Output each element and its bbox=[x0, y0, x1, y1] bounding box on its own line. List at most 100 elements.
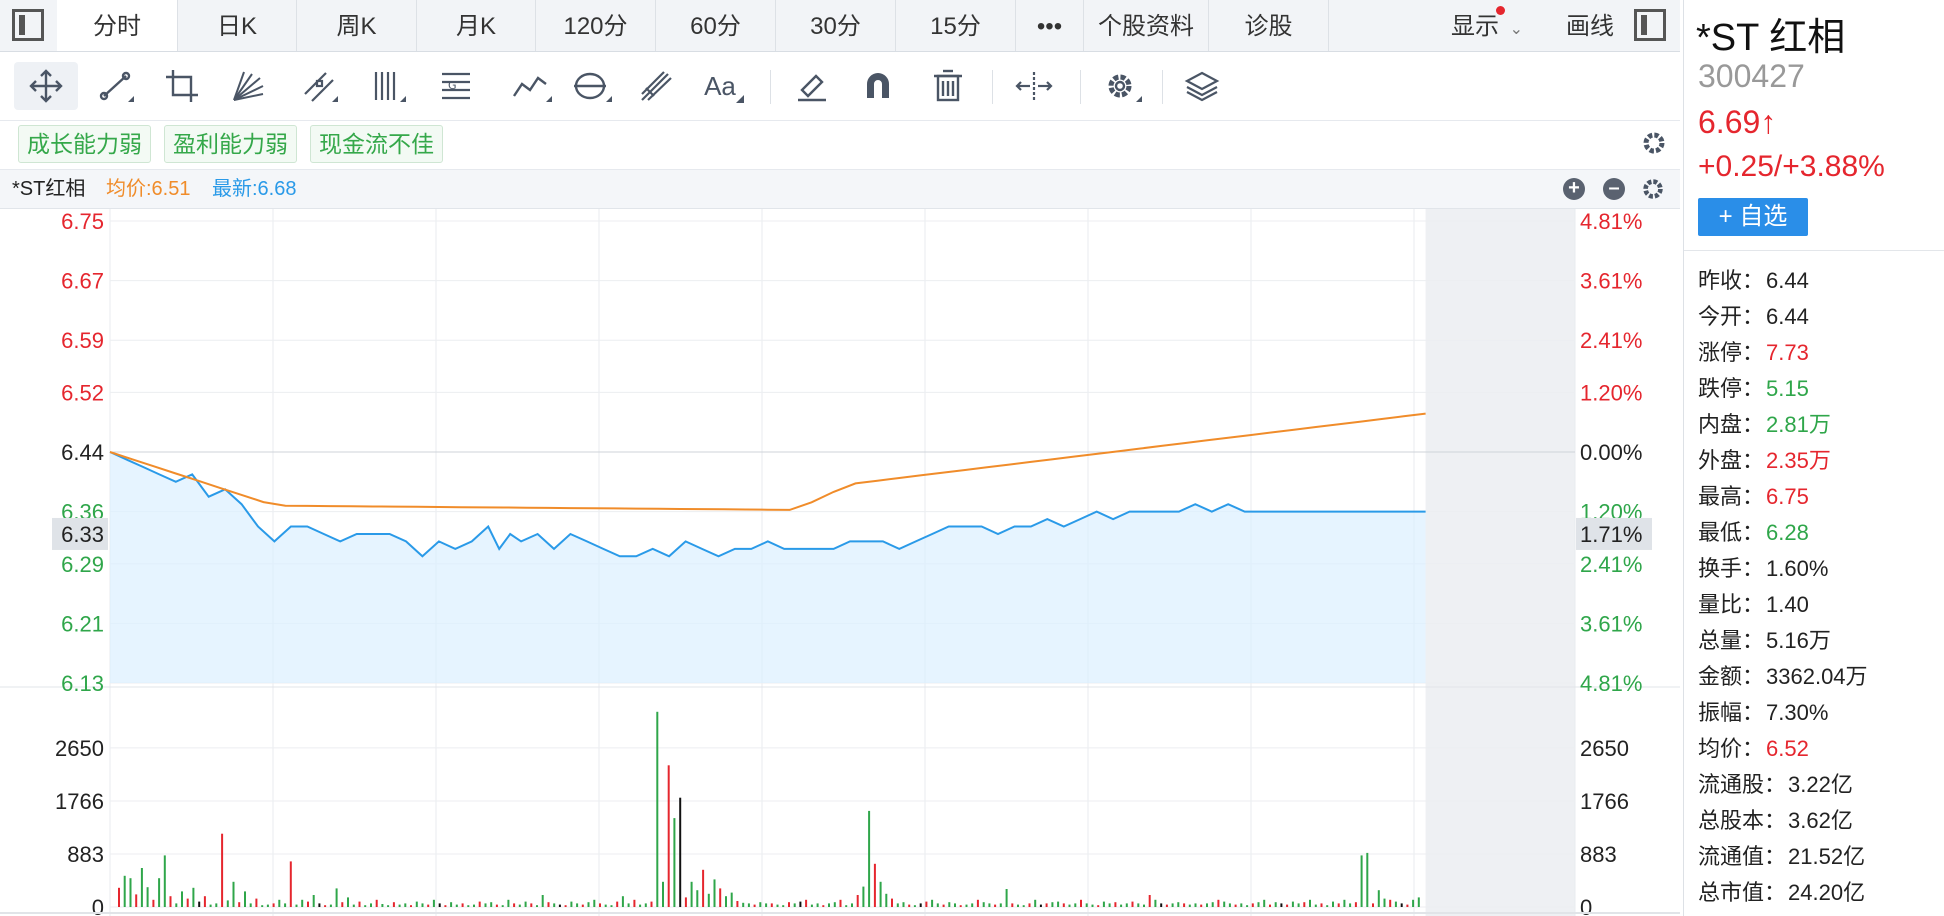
volume-bar bbox=[891, 898, 893, 907]
tab-9[interactable]: 个股资料 bbox=[1084, 0, 1209, 51]
draw-line-button[interactable]: 画线 bbox=[1550, 0, 1630, 51]
tab-7[interactable]: 15分 bbox=[896, 0, 1016, 51]
volume-bar bbox=[1417, 897, 1420, 907]
price-tick-label: 6.75 bbox=[61, 209, 104, 234]
display-menu-button[interactable]: 显示 ⌄ bbox=[1432, 0, 1542, 51]
pct-tick-label: 3.61% bbox=[1580, 611, 1642, 636]
volume-bar bbox=[1280, 903, 1283, 907]
polyline-tool-icon[interactable] bbox=[500, 62, 564, 110]
left-panel-toggle-icon[interactable] bbox=[12, 9, 44, 41]
segment-tool-icon[interactable] bbox=[84, 62, 148, 110]
volume-bar bbox=[261, 905, 264, 907]
vertical-lines-tool-icon[interactable] bbox=[356, 62, 420, 110]
stat-label: 今开： bbox=[1698, 304, 1765, 329]
intraday-chart[interactable]: 6.75 4.81% 6.67 3.61% 6.59 2.41% 6.52 1.20% 6.44… bbox=[0, 209, 1680, 916]
move-tool-icon[interactable] bbox=[14, 62, 78, 110]
volume-bar bbox=[432, 899, 435, 907]
stat-value: 7.30% bbox=[1766, 700, 1829, 725]
crop-tool-icon[interactable] bbox=[150, 62, 214, 110]
tab-2[interactable]: 周K bbox=[297, 0, 417, 51]
layers-tool-icon[interactable] bbox=[1170, 62, 1234, 110]
volume-bar bbox=[690, 881, 693, 907]
volume-bar bbox=[1246, 905, 1249, 907]
volume-bar bbox=[123, 875, 126, 907]
cycle-tool-icon[interactable] bbox=[560, 62, 624, 110]
volume-bar bbox=[604, 904, 607, 907]
right-panel-toggle-icon[interactable] bbox=[1634, 9, 1666, 41]
tab-8[interactable]: ••• bbox=[1016, 0, 1084, 51]
trash-tool-icon[interactable] bbox=[916, 62, 980, 110]
latest-price-label: 最新:6.68 bbox=[212, 178, 297, 200]
volume-bar bbox=[352, 904, 355, 907]
tab-10[interactable]: 诊股 bbox=[1209, 0, 1329, 51]
tab-3[interactable]: 月K bbox=[417, 0, 536, 51]
gear-icon[interactable] bbox=[1640, 129, 1668, 162]
pct-tick-label: 2.41% bbox=[1580, 328, 1642, 353]
stat-label: 昨收： bbox=[1698, 268, 1765, 293]
volume-bar bbox=[410, 905, 412, 907]
tag-profit[interactable]: 盈利能力弱 bbox=[164, 125, 297, 163]
volume-bar bbox=[289, 861, 292, 907]
volume-bar bbox=[129, 878, 132, 907]
volume-bar bbox=[461, 903, 464, 907]
stat-row: 流通值：21.52亿 bbox=[1698, 839, 1865, 871]
current-price: 6.69↑ bbox=[1698, 104, 1777, 140]
crosshair-pct-bg bbox=[1576, 517, 1652, 550]
volume-bar bbox=[650, 901, 653, 907]
volume-bar bbox=[879, 881, 882, 907]
volume-bar bbox=[249, 903, 252, 907]
volume-bar bbox=[1039, 904, 1042, 907]
volume-bar bbox=[501, 905, 504, 907]
tab-1[interactable]: 日K bbox=[178, 0, 297, 51]
chart-gear-icon[interactable] bbox=[1640, 176, 1666, 215]
volume-bar bbox=[513, 903, 516, 907]
volume-bar bbox=[1160, 903, 1163, 907]
tag-growth[interactable]: 成长能力弱 bbox=[18, 125, 151, 163]
stat-label: 振幅： bbox=[1698, 700, 1765, 725]
stat-value: 1.60% bbox=[1766, 556, 1829, 581]
volume-bar bbox=[994, 904, 997, 907]
stat-row: 内盘：2.81万 bbox=[1698, 407, 1831, 439]
volume-bar bbox=[1269, 904, 1271, 907]
zoom-out-icon[interactable]: – bbox=[1603, 178, 1625, 200]
crosshair-price-label: 6.33 bbox=[61, 522, 104, 547]
volume-bar bbox=[244, 891, 246, 907]
volume-bar bbox=[1320, 903, 1323, 907]
stat-row: 最高：6.75 bbox=[1698, 479, 1809, 511]
volume-bar bbox=[226, 900, 229, 907]
magnet-tool-icon[interactable] bbox=[846, 62, 910, 110]
volume-bar bbox=[1251, 903, 1254, 907]
channel-tool-icon[interactable] bbox=[288, 62, 352, 110]
volume-bar bbox=[1337, 903, 1340, 907]
volume-bar bbox=[438, 903, 441, 907]
stat-label: 均价： bbox=[1698, 736, 1765, 761]
volume-bar bbox=[833, 902, 836, 907]
stat-label: 最高： bbox=[1698, 484, 1765, 509]
tab-0[interactable]: 分时 bbox=[57, 0, 178, 51]
settings-tool-icon[interactable] bbox=[1090, 62, 1154, 110]
tab-5[interactable]: 60分 bbox=[656, 0, 776, 51]
text-tool-icon[interactable]: Aa bbox=[692, 62, 756, 110]
volume-bar bbox=[925, 901, 928, 907]
volume-bar bbox=[810, 904, 813, 907]
range-tool-icon[interactable] bbox=[1002, 62, 1066, 110]
price-line bbox=[109, 451, 1426, 558]
pitchfork-tool-icon[interactable] bbox=[624, 62, 688, 110]
tag-cashflow[interactable]: 现金流不佳 bbox=[310, 125, 443, 163]
vol-tick-label: 1766 bbox=[55, 789, 104, 814]
volume-bar bbox=[599, 903, 601, 907]
volume-bar bbox=[913, 905, 916, 907]
stat-value: 24.20亿 bbox=[1788, 880, 1866, 905]
add-watchlist-button[interactable]: + 自选 bbox=[1698, 198, 1808, 236]
tab-4[interactable]: 120分 bbox=[536, 0, 656, 51]
text-line-tool-icon[interactable]: G bbox=[424, 62, 488, 110]
volume-bar bbox=[1200, 904, 1203, 907]
price-tick-label: 6.67 bbox=[61, 269, 104, 294]
fan-tool-icon[interactable] bbox=[216, 62, 280, 110]
eraser-tool-icon[interactable] bbox=[780, 62, 844, 110]
stat-row: 涨停：7.73 bbox=[1698, 335, 1809, 367]
volume-bar bbox=[1291, 901, 1294, 907]
volume-bar bbox=[1354, 902, 1357, 907]
tab-6[interactable]: 30分 bbox=[776, 0, 896, 51]
zoom-in-icon[interactable]: + bbox=[1563, 178, 1585, 200]
